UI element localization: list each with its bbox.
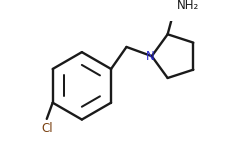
Text: Cl: Cl	[41, 122, 53, 135]
Text: N: N	[146, 50, 155, 63]
Text: NH₂: NH₂	[177, 0, 199, 12]
